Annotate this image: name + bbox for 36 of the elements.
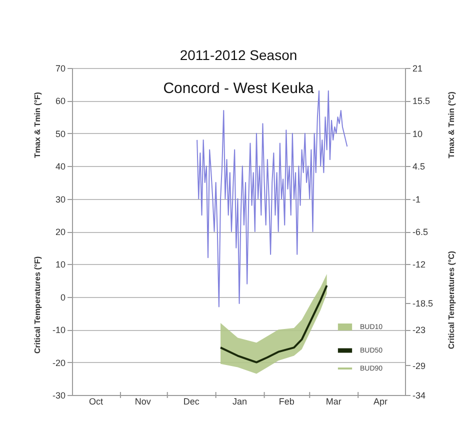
- y2-tick-label: -23: [412, 325, 426, 336]
- text: Critical Temperatures (°F): [33, 256, 42, 354]
- y-tick-label: 10: [55, 260, 66, 270]
- y-tick-label: 40: [55, 162, 66, 172]
- y2-tick-label: 15.5: [412, 96, 430, 106]
- x-tick-label: Nov: [134, 396, 152, 406]
- x-tick-label: Feb: [278, 396, 294, 406]
- y2-tick-label: -29: [412, 360, 426, 371]
- text: Critical Temperatures (°C): [447, 250, 456, 350]
- y-tick-label: 70: [55, 64, 66, 74]
- x-tick-label: Mar: [326, 396, 342, 406]
- y2-tick-label: -18.5: [412, 298, 434, 308]
- x-tick-label: Jan: [232, 396, 248, 406]
- line-series: [220, 284, 328, 364]
- x-tick-label: Oct: [88, 396, 104, 406]
- y-tick-label: 50: [55, 128, 66, 139]
- y-tick-label: 60: [55, 96, 66, 106]
- y2-tick-label: -6.5: [412, 227, 428, 237]
- y-tick-label: -10: [52, 325, 66, 336]
- x-tick-label: Dec: [183, 396, 200, 406]
- x-tick-label: Apr: [373, 396, 388, 406]
- y2-tick-label: 21: [412, 64, 423, 74]
- y-tick-label: 0: [60, 292, 66, 302]
- y-tick-label: -30: [52, 390, 66, 400]
- y2-tick-label: -12: [412, 260, 426, 270]
- y2-tick-label: 4.5: [412, 162, 426, 172]
- chart-title: 2011-2012 Season: [180, 47, 298, 63]
- y2-tick-label: 10: [412, 128, 423, 139]
- y-tick-label: -20: [52, 358, 66, 368]
- y2-tick-label: -1: [412, 194, 421, 204]
- y2-tick-label: -34: [412, 390, 426, 400]
- y-tick-label: 20: [55, 227, 66, 237]
- text: Concord - West Keuka: [163, 80, 314, 97]
- y2-axis-title: Tmax & Tmin (°C): [447, 91, 456, 158]
- y-tick-label: 30: [55, 194, 66, 204]
- y-axis-title: Tmax & Tmin (°F): [33, 92, 42, 158]
